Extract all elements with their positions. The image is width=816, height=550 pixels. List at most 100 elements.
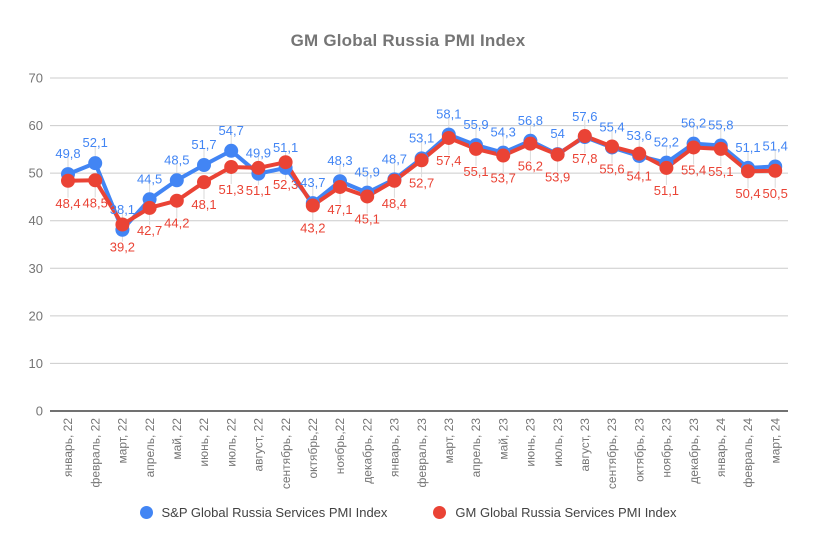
data-label: 51,3	[219, 182, 244, 197]
pmi-line-chart: 0 10 20 30 40 50 60 70 январь, 22 февраль, 22 март…	[29, 71, 788, 489]
x-tick-label: сентябрь, 22	[279, 418, 293, 489]
data-label: 55,1	[708, 164, 733, 179]
x-tick-label: октябрь, 23	[632, 418, 646, 482]
data-label: 43,7	[300, 175, 325, 190]
legend-item-gm-series[interactable]: GM Global Russia Services PMI Index	[433, 505, 677, 520]
y-tick-label: 10	[29, 356, 43, 371]
data-point[interactable]	[441, 130, 456, 145]
x-tick-label: февраль, 22	[88, 418, 102, 488]
data-label: 51,1	[654, 183, 679, 198]
y-tick-label: 70	[29, 71, 43, 86]
y-tick-label: 40	[29, 213, 43, 228]
x-tick-label: июнь, 23	[524, 418, 538, 467]
data-point[interactable]	[197, 175, 211, 190]
data-point[interactable]	[360, 189, 375, 204]
data-point[interactable]	[88, 173, 103, 188]
x-tick-label: ноябрь,22	[333, 418, 347, 475]
legend-label-gm-series: GM Global Russia Services PMI Index	[455, 505, 677, 520]
x-tick-label: март, 22	[116, 418, 130, 464]
data-label: 51,1	[246, 183, 271, 198]
data-label: 54,1	[627, 169, 652, 184]
data-point[interactable]	[61, 173, 75, 188]
data-label: 54	[550, 126, 564, 141]
data-point[interactable]	[523, 136, 538, 151]
data-label: 48,3	[327, 153, 352, 168]
data-label: 56,2	[518, 159, 543, 174]
data-point[interactable]	[115, 217, 130, 232]
x-tick-label: июнь, 22	[197, 418, 211, 467]
data-label: 54,7	[219, 123, 244, 138]
data-point[interactable]	[169, 173, 184, 188]
data-point[interactable]	[414, 153, 429, 168]
x-tick-label: январь, 24	[714, 418, 728, 477]
data-label: 57,8	[572, 151, 597, 166]
data-point[interactable]	[496, 148, 511, 163]
data-label: 53,9	[545, 170, 570, 185]
data-point[interactable]	[305, 198, 320, 213]
data-point[interactable]	[768, 163, 783, 178]
data-label: 39,2	[110, 240, 135, 255]
data-point[interactable]	[224, 143, 239, 158]
data-label: 48,7	[382, 151, 407, 166]
data-point[interactable]	[577, 129, 592, 144]
data-label: 55,4	[681, 162, 706, 177]
x-tick-label: сентябрь, 23	[605, 418, 619, 489]
data-point[interactable]	[469, 141, 483, 156]
data-point[interactable]	[333, 179, 347, 194]
data-label: 42,7	[137, 223, 162, 238]
data-label: 55,1	[463, 164, 488, 179]
x-tick-label: январь, 23	[388, 418, 402, 477]
data-point[interactable]	[224, 159, 239, 174]
sp-series-dot-icon	[139, 506, 153, 519]
data-point[interactable]	[169, 193, 184, 208]
data-label: 44,5	[137, 171, 162, 186]
y-tick-label: 0	[36, 404, 43, 419]
data-label: 49,8	[55, 146, 80, 161]
data-label: 51,7	[191, 137, 216, 152]
data-point[interactable]	[142, 200, 157, 215]
data-label: 55,8	[708, 118, 733, 133]
data-point[interactable]	[278, 155, 293, 170]
data-label: 48,4	[382, 196, 407, 211]
data-label: 49,9	[246, 146, 271, 161]
data-label: 45,1	[355, 211, 380, 226]
data-point[interactable]	[632, 146, 647, 161]
x-tick-label: декабрь, 23	[687, 418, 701, 484]
chart-title: GM Global Russia PMI Index	[290, 31, 526, 50]
data-label: 58,1	[436, 107, 461, 122]
legend-item-sp-series[interactable]: S&P Global Russia Services PMI Index	[139, 505, 388, 520]
legend-label-sp-series: S&P Global Russia Services PMI Index	[161, 505, 388, 520]
x-tick-label: октябрь,22	[306, 418, 320, 479]
y-tick-label: 30	[29, 261, 43, 276]
data-point[interactable]	[88, 156, 103, 171]
data-label: 50,4	[735, 186, 760, 201]
data-point[interactable]	[686, 140, 701, 155]
data-point[interactable]	[387, 173, 402, 188]
x-tick-label: февраль, 24	[741, 418, 755, 488]
data-point[interactable]	[713, 141, 728, 156]
x-tick-label: август, 22	[252, 418, 266, 472]
data-point[interactable]	[659, 160, 674, 175]
data-label: 53,6	[627, 128, 652, 143]
x-tick-label: май, 22	[170, 418, 184, 460]
data-point[interactable]	[741, 164, 755, 179]
x-tick-label: апрель, 23	[469, 418, 483, 478]
data-label: 55,4	[599, 119, 624, 134]
x-tick-label: июль, 23	[551, 418, 565, 467]
data-label: 48,1	[191, 197, 216, 212]
data-label: 50,5	[763, 186, 788, 201]
data-label: 47,1	[327, 202, 352, 217]
data-label: 51,1	[735, 140, 760, 155]
data-point[interactable]	[197, 158, 211, 173]
x-tick-label: март, 24	[768, 418, 782, 464]
data-point[interactable]	[605, 139, 619, 154]
x-tick-label: июль, 22	[224, 418, 238, 467]
data-label: 55,6	[599, 162, 624, 177]
x-tick-label: декабрь, 22	[360, 418, 374, 484]
data-label: 55,9	[463, 117, 488, 132]
data-label: 48,5	[83, 195, 108, 210]
data-point[interactable]	[550, 147, 565, 162]
x-tick-label: май, 23	[496, 418, 510, 460]
data-point[interactable]	[251, 160, 266, 175]
